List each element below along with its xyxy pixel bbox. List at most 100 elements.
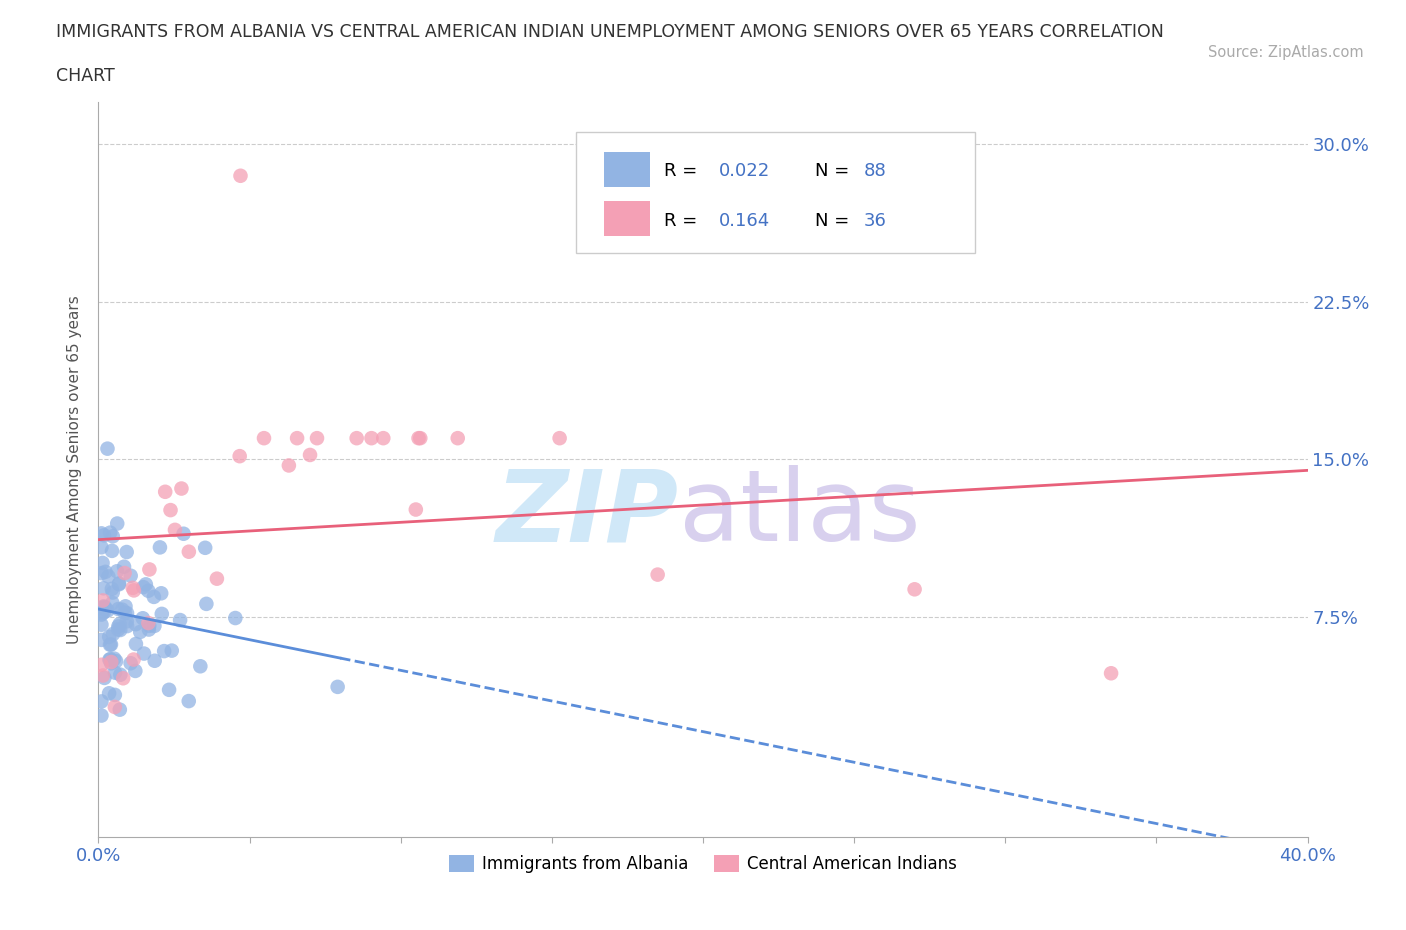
Point	[112, 559, 135, 574]
Point	[229, 168, 252, 183]
Point	[409, 431, 432, 445]
Point	[110, 667, 132, 682]
Point	[548, 431, 571, 445]
Text: R =: R =	[664, 162, 697, 179]
Point	[90, 618, 112, 632]
Legend: Immigrants from Albania, Central American Indians: Immigrants from Albania, Central America…	[443, 848, 963, 880]
Point	[93, 671, 115, 685]
Point	[150, 606, 173, 621]
Point	[107, 619, 129, 634]
Point	[94, 600, 117, 615]
Point	[90, 658, 112, 672]
Point	[93, 528, 115, 543]
Text: N =: N =	[815, 162, 849, 179]
Point	[138, 616, 160, 631]
Point	[97, 569, 120, 584]
Text: N =: N =	[815, 212, 849, 231]
Bar	[603, 152, 650, 187]
Point	[160, 644, 183, 658]
Text: ZIP: ZIP	[496, 465, 679, 563]
Point	[122, 583, 145, 598]
Point	[136, 583, 159, 598]
Point	[155, 485, 177, 499]
Point	[90, 526, 112, 541]
FancyBboxPatch shape	[576, 132, 976, 253]
Point	[112, 671, 135, 685]
Point	[100, 652, 122, 667]
Point	[98, 630, 121, 644]
Point	[100, 637, 122, 652]
Point	[93, 599, 115, 614]
Point	[100, 656, 122, 671]
Point	[142, 590, 165, 604]
Point	[105, 516, 128, 531]
Point	[253, 431, 276, 445]
Point	[98, 525, 121, 540]
Point	[159, 502, 181, 517]
Point	[90, 539, 112, 554]
Point	[299, 447, 322, 462]
Point	[105, 564, 128, 578]
Y-axis label: Unemployment Among Seniors over 65 years: Unemployment Among Seniors over 65 years	[67, 296, 83, 644]
Point	[143, 618, 166, 633]
Point	[373, 431, 395, 445]
Point	[143, 653, 166, 668]
Point	[91, 668, 114, 683]
Text: 0.164: 0.164	[718, 212, 770, 231]
Point	[277, 458, 299, 472]
Point	[108, 702, 131, 717]
Point	[98, 637, 121, 652]
Point	[101, 581, 124, 596]
Point	[647, 567, 669, 582]
Point	[98, 652, 121, 667]
Point	[149, 540, 172, 555]
Point	[108, 577, 131, 591]
Point	[98, 685, 121, 700]
Point	[1099, 666, 1122, 681]
Point	[122, 652, 145, 667]
Point	[115, 545, 138, 560]
Point	[108, 617, 131, 631]
Point	[114, 605, 136, 620]
Point	[205, 571, 228, 586]
Point	[101, 585, 124, 600]
Point	[115, 618, 138, 633]
Point	[170, 481, 193, 496]
Point	[110, 622, 132, 637]
Point	[135, 577, 157, 591]
Point	[90, 694, 112, 709]
Text: 0.022: 0.022	[718, 162, 770, 179]
Point	[138, 562, 160, 577]
Point	[101, 529, 124, 544]
Point	[157, 683, 180, 698]
Text: IMMIGRANTS FROM ALBANIA VS CENTRAL AMERICAN INDIAN UNEMPLOYMENT AMONG SENIORS OV: IMMIGRANTS FROM ALBANIA VS CENTRAL AMERI…	[56, 23, 1164, 41]
Point	[96, 603, 118, 618]
Point	[90, 708, 112, 723]
Point	[104, 687, 127, 702]
Point	[138, 618, 160, 633]
Point	[91, 600, 114, 615]
Point	[173, 526, 195, 541]
Point	[96, 441, 118, 456]
Point	[101, 627, 124, 642]
Point	[93, 581, 115, 596]
Point	[124, 663, 146, 678]
Point	[90, 565, 112, 580]
Text: 36: 36	[863, 212, 887, 231]
Point	[194, 540, 217, 555]
Point	[188, 658, 211, 673]
Point	[177, 544, 200, 559]
Text: Source: ZipAtlas.com: Source: ZipAtlas.com	[1208, 45, 1364, 60]
Point	[115, 614, 138, 629]
Point	[121, 580, 143, 595]
Point	[94, 565, 117, 579]
Point	[326, 680, 349, 695]
Point	[125, 636, 148, 651]
Point	[904, 582, 927, 597]
Point	[346, 431, 368, 445]
Point	[104, 699, 127, 714]
Point	[132, 646, 155, 661]
Point	[107, 602, 129, 617]
Point	[100, 655, 122, 670]
Point	[120, 568, 142, 583]
